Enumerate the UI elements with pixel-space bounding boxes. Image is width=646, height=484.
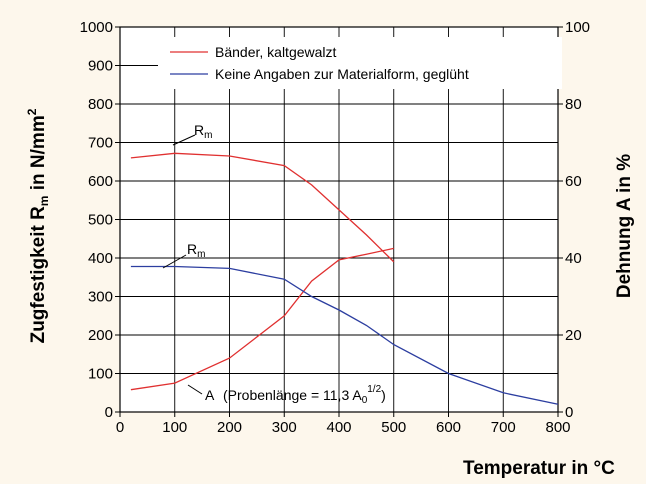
a-annotation: (Probenlänge = 11,3 A01/2)	[223, 384, 386, 406]
y-tick-label-left: 500	[88, 212, 113, 229]
rm-label-red: Rm	[194, 122, 212, 141]
x-tick-label: 800	[545, 419, 570, 436]
x-tick-label: 200	[217, 419, 242, 436]
series-rm-cold-rolled	[130, 152, 395, 263]
y-tick-label-left: 100	[88, 366, 113, 383]
rm-leader-red	[172, 134, 196, 146]
y-tick-label-right: 100	[565, 19, 590, 36]
legend-label-annealed: Keine Angaben zur Materialform, geglüht	[215, 66, 469, 82]
y-tick-label-left: 400	[88, 250, 113, 267]
series-rm-annealed	[130, 265, 559, 405]
x-tick-label: 300	[272, 419, 297, 436]
y-tick-label-left: 200	[88, 327, 113, 344]
y-ticks-left: 0 100 200 300 400 500 600 700 800 900 1000	[80, 19, 120, 421]
y-tick-label-right: 60	[565, 173, 582, 190]
x-tick-label: 600	[436, 419, 461, 436]
x-ticks: 0 100 200 300 400 500 600 700 800	[116, 412, 571, 436]
y-tick-label-left: 700	[88, 135, 113, 152]
x-tick-label: 500	[381, 419, 406, 436]
x-tick-label: 0	[116, 419, 124, 436]
a-leader	[187, 384, 203, 395]
y-tick-label-left: 1000	[80, 19, 113, 36]
series-lines	[130, 152, 559, 405]
x-axis-title: Temperatur in °C	[463, 458, 615, 479]
y-ticks-right: 0 20 40 60 80 100	[558, 19, 590, 421]
y-tick-label-right: 40	[565, 250, 582, 267]
annotations: Rm Rm A (Probenlänge = 11,3 A01/2)	[162, 122, 386, 406]
y-tick-label-right: 20	[565, 327, 582, 344]
y-tick-label-right: 0	[565, 404, 573, 421]
x-tick-label: 700	[491, 419, 516, 436]
legend: Bänder, kaltgewalzt Keine Angaben zur Ma…	[158, 37, 562, 89]
series-a-elongation	[130, 247, 394, 391]
a-label: A	[205, 387, 215, 403]
y-tick-label-left: 900	[88, 58, 113, 75]
y-tick-label-left: 0	[105, 404, 113, 421]
x-tick-label: 100	[162, 419, 187, 436]
x-tick-label: 400	[326, 419, 351, 436]
y-axis-title-right: Dehnung A in %	[614, 154, 635, 298]
legend-label-cold-rolled: Bänder, kaltgewalzt	[215, 44, 337, 60]
y-tick-label-left: 600	[88, 173, 113, 190]
y-tick-label-left: 800	[88, 96, 113, 113]
y-tick-label-right: 80	[565, 96, 582, 113]
legend-box	[158, 37, 562, 89]
rm-label-blue: Rm	[187, 241, 205, 260]
rm-leader-blue	[162, 254, 187, 269]
y-axis-title-left: Zugfestigkeit Rm in N/mm2	[25, 108, 51, 343]
y-tick-label-left: 300	[88, 289, 113, 306]
